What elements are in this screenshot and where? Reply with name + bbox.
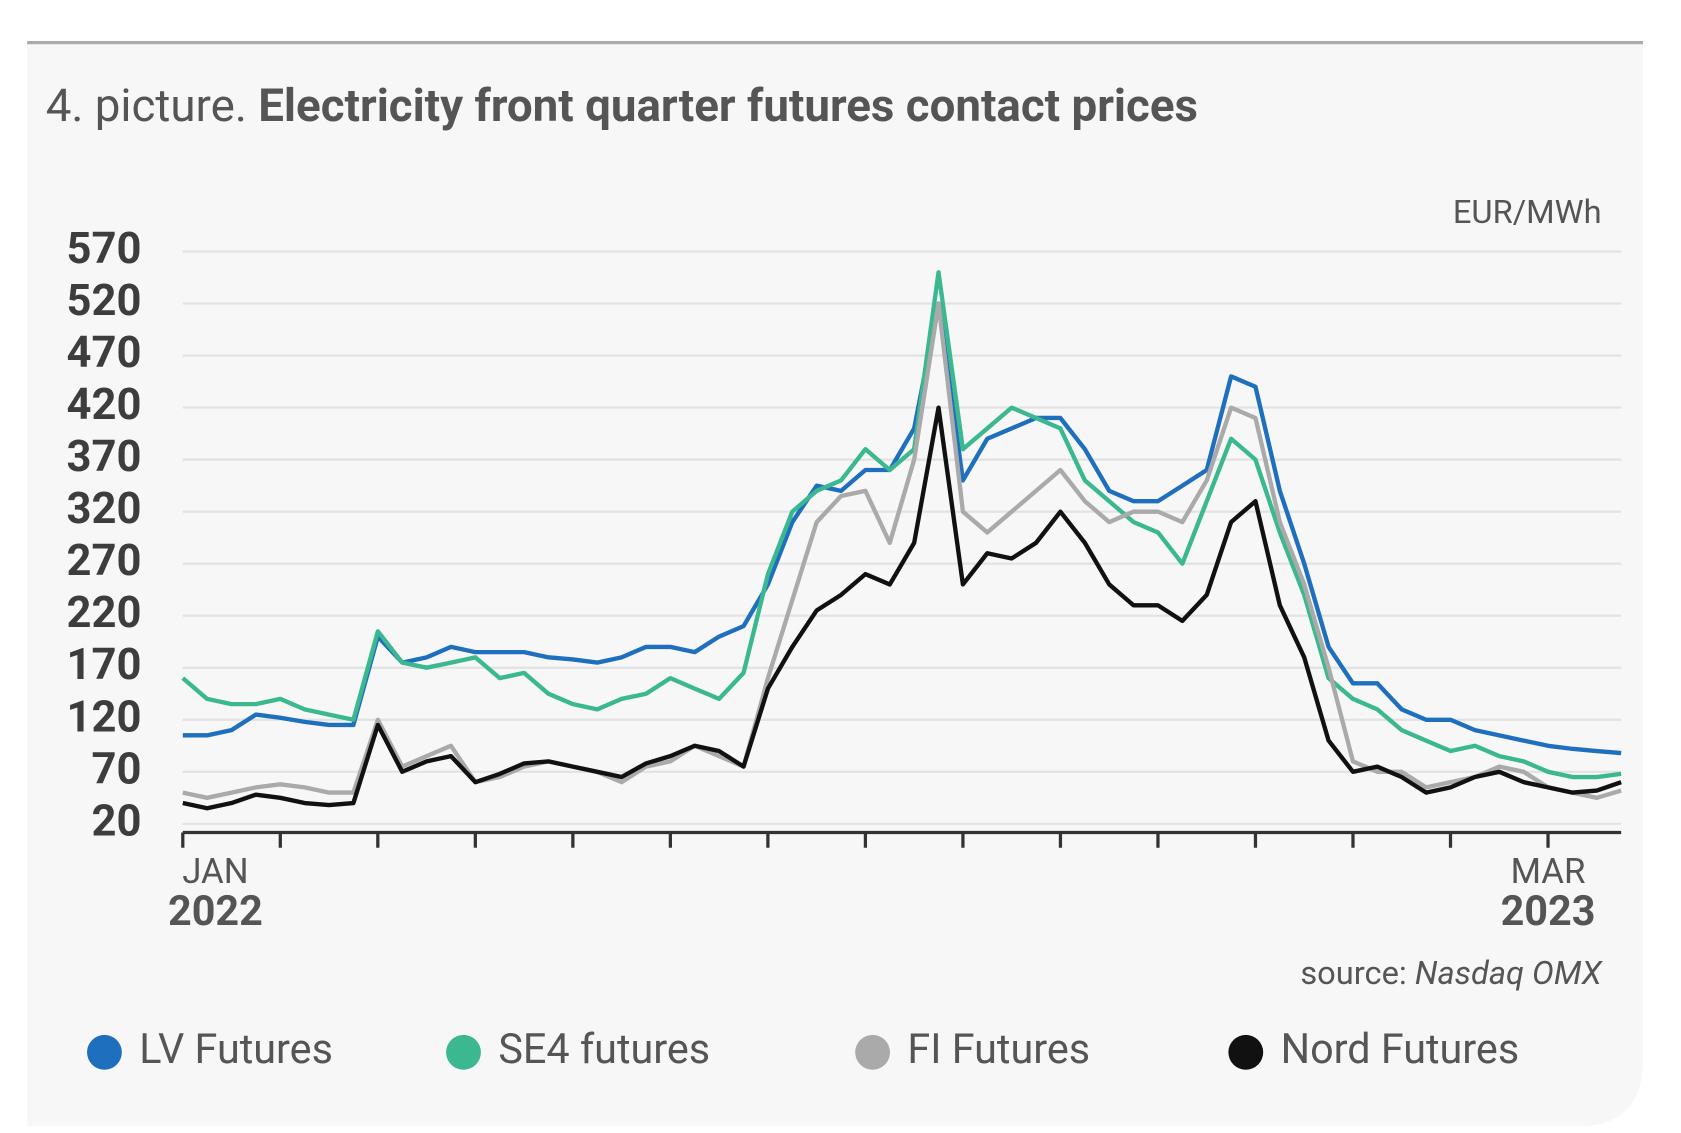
legend-label: SE4 futures: [498, 1026, 710, 1074]
y-tick-label: 170: [67, 639, 142, 690]
x-tick-label: JAN: [182, 852, 248, 892]
y-tick-label: 470: [67, 327, 142, 378]
y-tick-label: 270: [67, 535, 142, 586]
title-main: Electricity front quarter futures contac…: [258, 80, 1198, 133]
source-name: Nasdaq OMX: [1415, 954, 1604, 992]
y-tick-label: 320: [67, 483, 142, 534]
series-line: [181, 270, 1622, 780]
y-tick-label: 520: [67, 275, 142, 326]
y-tick-label: 370: [67, 431, 142, 482]
y-tick-label: 570: [67, 223, 142, 274]
source: source: Nasdaq OMX: [1300, 954, 1603, 992]
y-tick-label: 20: [92, 795, 142, 846]
legend-label: Nord Futures: [1281, 1026, 1520, 1074]
x-tick-year: 2023: [1501, 888, 1596, 936]
title-prefix: 4. picture.: [46, 80, 247, 133]
chart-title: 4. picture. Electricity front quarter fu…: [46, 80, 1198, 133]
series-line: [182, 405, 1622, 811]
unit-label: EUR/MWh: [1453, 193, 1602, 231]
y-tick-label: 120: [67, 691, 142, 742]
x-tick-year: 2022: [168, 888, 263, 936]
series-line: [182, 301, 1622, 800]
panel: [27, 43, 1643, 1127]
source-label: source:: [1300, 954, 1406, 992]
y-tick-label: 220: [67, 587, 142, 638]
legend-label: LV Futures: [139, 1026, 333, 1074]
legend-swatch: [446, 1034, 481, 1070]
legend-swatch: [87, 1034, 122, 1070]
legend-swatch: [1228, 1034, 1264, 1070]
series-line: [182, 301, 1622, 756]
legend-label: FI Futures: [907, 1026, 1090, 1074]
x-tick-label: MAR: [1511, 852, 1586, 892]
y-tick-label: 420: [67, 379, 142, 430]
y-tick-label: 70: [92, 743, 142, 794]
legend-swatch: [855, 1034, 891, 1070]
